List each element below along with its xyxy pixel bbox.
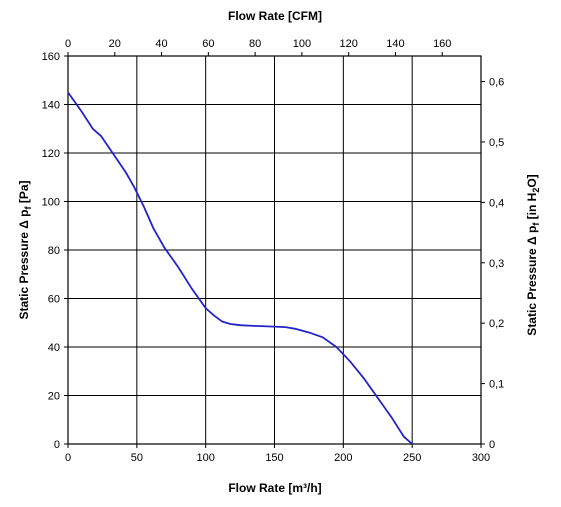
tick-label-top: 120 bbox=[340, 38, 358, 50]
bottom-axis-title: Flow Rate [m³/h] bbox=[228, 481, 321, 495]
tick-label-top: 100 bbox=[293, 38, 311, 50]
tick-label-top: 140 bbox=[386, 38, 404, 50]
tick-label-right: 0,5 bbox=[489, 137, 504, 149]
top-axis-title: Flow Rate [CFM] bbox=[228, 9, 322, 23]
tick-label-bottom: 50 bbox=[131, 452, 143, 464]
tick-label-top: 80 bbox=[249, 38, 261, 50]
tick-label-right: 0 bbox=[489, 439, 495, 451]
series-line-pressure-curve bbox=[67, 91, 413, 445]
tick-label-left: 60 bbox=[48, 294, 60, 306]
tick-label-right: 0,6 bbox=[489, 77, 504, 89]
tick-label-left: 160 bbox=[42, 51, 60, 63]
tick-label-right: 0,2 bbox=[489, 318, 504, 330]
right-axis-ticks: 0 0,1 0,2 0,3 0,4 0,5 0,6 bbox=[481, 77, 504, 451]
tick-label-bottom: 100 bbox=[196, 452, 214, 464]
tick-label-left: 0 bbox=[54, 439, 60, 451]
top-axis-ticks: 0 20 40 60 80 100 120 140 160 bbox=[65, 38, 451, 56]
tick-label-left: 140 bbox=[42, 100, 60, 112]
tick-label-top: 0 bbox=[65, 38, 71, 50]
tick-label-top: 40 bbox=[155, 38, 167, 50]
right-axis-title: Static Pressure Δ pf [in H2O] bbox=[525, 174, 541, 335]
tick-label-left: 20 bbox=[48, 391, 60, 403]
tick-label-left: 100 bbox=[42, 197, 60, 209]
tick-label-right: 0,1 bbox=[489, 379, 504, 391]
tick-label-right: 0,3 bbox=[489, 258, 504, 270]
tick-label-top: 60 bbox=[202, 38, 214, 50]
tick-label-bottom: 250 bbox=[403, 452, 421, 464]
bottom-axis-ticks: 0 50 100 150 200 250 300 bbox=[65, 444, 490, 464]
tick-label-bottom: 200 bbox=[334, 452, 352, 464]
tick-label-left: 40 bbox=[48, 342, 60, 354]
tick-label-left: 120 bbox=[42, 148, 60, 160]
tick-label-right: 0,4 bbox=[489, 197, 504, 209]
tick-label-top: 20 bbox=[109, 38, 121, 50]
left-axis-ticks: 0 20 40 60 80 100 120 140 160 bbox=[42, 51, 68, 451]
tick-label-left: 80 bbox=[48, 245, 60, 257]
tick-label-top: 160 bbox=[433, 38, 451, 50]
tick-label-bottom: 300 bbox=[472, 452, 490, 464]
tick-label-bottom: 0 bbox=[65, 452, 71, 464]
tick-label-bottom: 150 bbox=[265, 452, 283, 464]
grid-layer bbox=[68, 56, 481, 444]
left-axis-title: Static Pressure Δ pf [Pa] bbox=[17, 180, 33, 319]
